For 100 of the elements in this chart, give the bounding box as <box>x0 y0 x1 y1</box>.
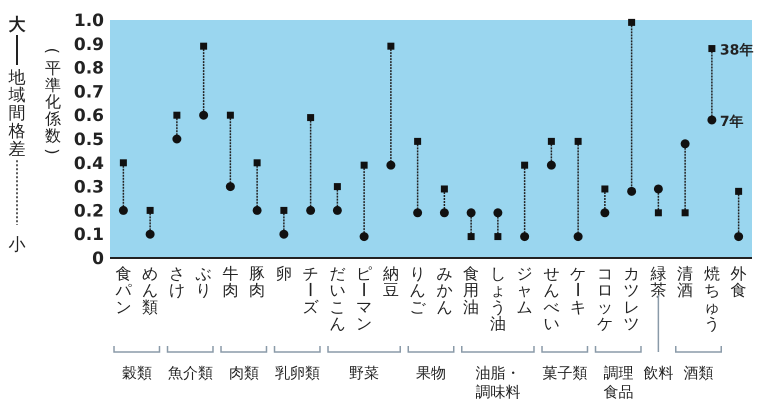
text: 大 <box>8 15 26 35</box>
text: 調理食品 <box>603 364 634 401</box>
point <box>279 230 288 239</box>
point <box>387 42 394 50</box>
point <box>307 114 314 122</box>
y-tick-label: 0.9 <box>74 34 104 55</box>
x-tick-label: 食パン <box>114 264 132 316</box>
point <box>199 110 208 120</box>
y-tick-label: 0.8 <box>74 58 104 79</box>
point <box>466 208 476 218</box>
x-tick-label: チーズ <box>300 264 320 316</box>
series-label: 7年 <box>720 114 744 130</box>
text: 飲料 <box>643 364 674 382</box>
text: 穀類 <box>122 364 152 382</box>
point <box>172 134 182 144</box>
x-tick-label: 卵 <box>276 264 292 283</box>
point <box>574 138 582 145</box>
text: 地域間格差 <box>8 68 26 160</box>
y-tick-label: 0.6 <box>74 106 104 126</box>
point <box>734 232 744 242</box>
x-tick-label: しょう油 <box>490 264 506 334</box>
point <box>654 209 662 216</box>
text: 小 <box>8 235 26 255</box>
point <box>546 160 556 170</box>
point <box>682 209 689 216</box>
x-tick-label: ぶり <box>196 264 212 300</box>
point <box>548 138 555 145</box>
x-tick-label: さけ <box>168 264 185 300</box>
point <box>146 206 154 214</box>
point <box>735 188 742 195</box>
point <box>521 162 528 169</box>
y-tick-label: 0 <box>92 249 104 269</box>
point <box>708 45 716 52</box>
point <box>254 159 261 166</box>
x-tick-label: コロッケ <box>596 264 613 334</box>
text: 油脂・調味料 <box>475 364 520 401</box>
text: 魚介類 <box>168 364 213 382</box>
point <box>173 112 180 119</box>
point <box>146 230 155 239</box>
point <box>226 182 235 192</box>
point <box>306 206 316 215</box>
point <box>360 162 368 169</box>
series-label: 38年 <box>720 42 754 59</box>
x-tick-label: 納豆 <box>382 264 399 300</box>
text: 野菜 <box>349 364 380 382</box>
point <box>332 206 342 215</box>
x-tick-label: ピーマン <box>354 264 374 334</box>
point <box>468 233 475 240</box>
text: 乳卵類 <box>274 364 320 382</box>
point <box>252 206 262 215</box>
point <box>334 183 341 190</box>
y-tick-label: 0.5 <box>74 130 104 150</box>
point <box>654 184 663 194</box>
x-tick-label: 緑茶 <box>649 264 666 300</box>
x-tick-label: 豚肉 <box>249 264 266 300</box>
x-tick-label: せんべい <box>543 264 560 334</box>
x-tick-label: 清酒 <box>677 264 694 300</box>
point <box>628 18 636 26</box>
text: 菓子類 <box>542 364 588 382</box>
point <box>386 160 396 170</box>
point <box>440 185 448 192</box>
x-tick-label: 牛肉 <box>222 264 238 300</box>
x-tick-label: めん類 <box>142 264 158 316</box>
y-tick-label: 0.1 <box>74 225 104 246</box>
x-tick-label: りんご <box>410 264 427 316</box>
point <box>414 138 422 145</box>
point <box>118 206 128 215</box>
y-tick-label: 1.0 <box>74 11 104 31</box>
text: 肉類 <box>228 364 259 382</box>
point <box>574 232 583 242</box>
point <box>280 206 288 214</box>
point <box>200 42 208 50</box>
x-tick-label: 焼ちゅう <box>704 264 720 334</box>
point <box>520 232 530 242</box>
x-tick-label: みかん <box>436 264 452 316</box>
y-tick-label: 0.2 <box>74 201 104 222</box>
point <box>226 112 234 119</box>
point <box>600 208 610 218</box>
x-tick-label: ケーキ <box>568 264 588 316</box>
point <box>120 159 127 166</box>
y-axis-title: (平準化係数) <box>42 48 62 155</box>
point <box>440 208 449 218</box>
point <box>494 233 502 240</box>
y-tick-label: 0.7 <box>74 82 104 102</box>
y-tick-label: 0.4 <box>74 154 104 174</box>
x-tick-label: ジャム <box>516 264 533 316</box>
point <box>680 139 690 148</box>
point <box>413 208 422 218</box>
x-tick-label: 食用油 <box>463 264 480 316</box>
y-tick-label: 0.3 <box>74 178 104 198</box>
point <box>707 115 716 124</box>
point <box>627 186 636 196</box>
point <box>360 232 369 242</box>
point <box>493 208 502 218</box>
point <box>601 185 608 192</box>
text: 酒類 <box>684 364 714 382</box>
x-tick-label: 外食 <box>730 264 747 300</box>
x-tick-label: カツレツ <box>624 264 640 334</box>
text: 果物 <box>416 364 446 382</box>
x-tick-label: だいこん <box>329 264 346 334</box>
